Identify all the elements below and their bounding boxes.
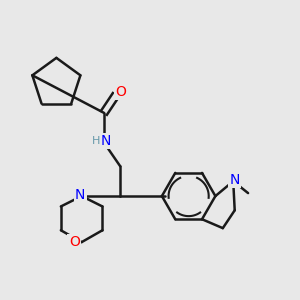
- Text: N: N: [230, 173, 240, 187]
- Text: O: O: [69, 235, 80, 249]
- Text: O: O: [116, 85, 127, 99]
- Text: N: N: [101, 134, 112, 148]
- Text: H: H: [92, 136, 101, 146]
- Text: N: N: [75, 188, 85, 202]
